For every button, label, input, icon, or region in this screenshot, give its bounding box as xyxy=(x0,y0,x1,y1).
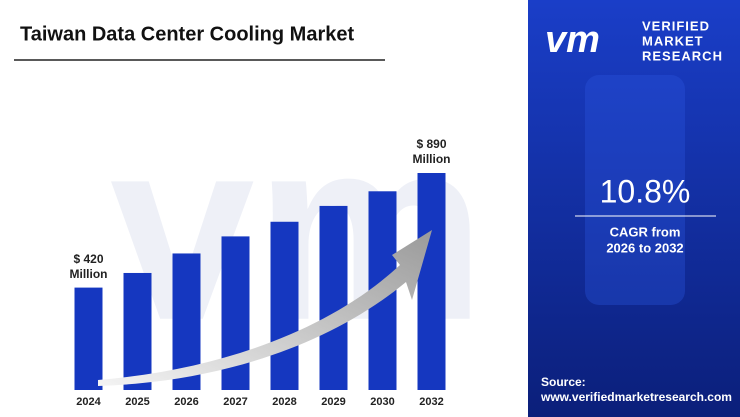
brand-line: MARKET xyxy=(642,33,704,48)
bar xyxy=(123,272,152,390)
value-label: $ 420 Million xyxy=(69,251,108,281)
x-tick-label: 2026 xyxy=(174,396,198,408)
logo-mark: vm xyxy=(545,19,600,61)
brand-line: RESEARCH xyxy=(642,48,723,63)
x-tick-label: 2027 xyxy=(223,396,247,408)
cagr-caption: 2026 to 2032 xyxy=(606,240,683,255)
x-tick-label: 2024 xyxy=(76,396,101,408)
x-tick-label: 2025 xyxy=(125,396,149,408)
x-tick-label: 2029 xyxy=(321,396,345,408)
bar xyxy=(319,205,348,390)
chart-title: Taiwan Data Center Cooling Market xyxy=(20,23,354,45)
bar xyxy=(270,221,299,390)
bar xyxy=(417,173,446,390)
side-panel xyxy=(528,0,740,417)
cagr-value: 10.8% xyxy=(600,173,691,209)
x-tick-label: 2028 xyxy=(272,396,296,408)
brand-line: VERIFIED xyxy=(642,18,710,33)
x-tick-label: 2030 xyxy=(370,396,394,408)
value-label: $ 890 Million xyxy=(412,137,451,166)
growth-arrow xyxy=(98,230,432,386)
phone-image xyxy=(585,75,685,305)
source-label: Source: xyxy=(541,375,586,389)
cagr-caption: CAGR from xyxy=(610,224,681,239)
x-tick-label: 2032 xyxy=(419,396,443,408)
bar xyxy=(74,287,103,390)
source-url: www.verifiedmarketresearch.com xyxy=(540,390,732,404)
